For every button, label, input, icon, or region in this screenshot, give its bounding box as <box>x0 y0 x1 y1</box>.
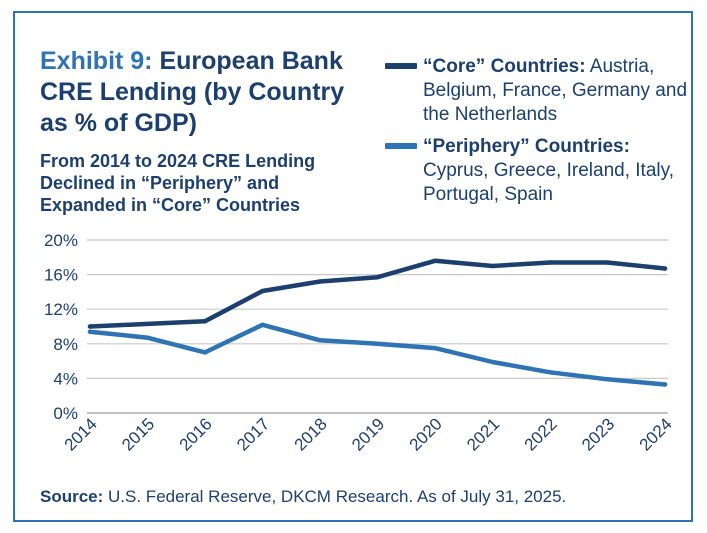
y-tick-label: 12% <box>44 300 78 319</box>
y-tick-label: 4% <box>53 369 78 388</box>
legend-label-core-rest: Austria, Belgium, France, Germany and th… <box>423 56 688 125</box>
data-point-periphery <box>260 322 265 327</box>
y-axis-ticks: 0% 4% 8% 12% 16% 20% <box>44 231 78 423</box>
data-point-periphery <box>375 341 380 346</box>
x-tick-label: 2024 <box>636 414 676 454</box>
data-point-core <box>145 321 150 327</box>
data-point-periphery <box>432 345 438 351</box>
legend-label-periphery-rest: Cyprus, Greece, Ireland, Italy, Portugal… <box>423 160 674 205</box>
chart-subtitle: From 2014 to 2024 CRE Lending Declined i… <box>40 151 316 215</box>
legend-swatch-periphery <box>385 143 417 149</box>
y-tick-label: 0% <box>53 404 78 423</box>
x-tick-label: 2017 <box>233 414 273 454</box>
legend-label-core-bold: “Core” Countries: <box>423 56 586 77</box>
data-point-periphery <box>605 377 610 382</box>
data-point-core <box>547 260 553 265</box>
x-tick-label: 2019 <box>348 414 388 454</box>
grid-lines <box>87 239 668 414</box>
data-point-core <box>317 279 323 284</box>
data-point-periphery <box>145 335 150 340</box>
data-point-core <box>662 266 668 271</box>
data-point-core <box>202 319 208 324</box>
data-point-periphery <box>662 382 668 387</box>
series-lines <box>87 258 668 387</box>
x-tick-label: 2015 <box>118 414 158 454</box>
exhibit-label: Exhibit 9: <box>40 47 153 75</box>
legend-label-periphery-bold: “Periphery” Countries: <box>423 136 630 157</box>
series-line-core <box>87 258 668 329</box>
x-tick-label: 2018 <box>291 414 331 454</box>
chart-title-text: European Bank CRE Lending (by Country as… <box>40 47 345 137</box>
data-point-core <box>375 274 380 280</box>
data-point-core <box>87 324 93 329</box>
chart-title: Exhibit 9: European Bank CRE Lending (by… <box>40 46 360 139</box>
data-point-core <box>260 288 265 294</box>
x-axis-ticks: 2014 2015 2016 2017 2018 2019 2020 2021 2022 2023… <box>61 414 676 454</box>
source-label: Source: <box>40 487 104 506</box>
data-point-periphery <box>317 338 323 343</box>
legend-swatch-core <box>385 63 417 69</box>
x-tick-label: 2023 <box>578 414 618 454</box>
x-tick-label: 2020 <box>406 414 446 454</box>
data-point-periphery <box>547 370 553 375</box>
y-tick-label: 16% <box>44 266 78 285</box>
data-point-periphery <box>87 329 93 334</box>
data-point-periphery <box>202 350 208 355</box>
x-tick-label: 2022 <box>521 414 561 454</box>
y-tick-label: 8% <box>53 335 78 354</box>
legend-label-periphery: “Periphery” Countries: Cyprus, Greece, I… <box>423 135 693 207</box>
series-line-periphery <box>87 322 668 387</box>
y-tick-label: 20% <box>44 231 78 250</box>
source-text: U.S. Federal Reserve, DKCM Research. As … <box>103 487 567 506</box>
data-point-core <box>605 260 610 265</box>
legend-label-core: “Core” Countries: Austria, Belgium, Fran… <box>423 55 693 127</box>
x-tick-label: 2021 <box>463 414 503 454</box>
source-note: Source: U.S. Federal Reserve, DKCM Resea… <box>40 486 680 508</box>
exhibit-frame <box>13 11 693 522</box>
data-point-core <box>432 258 438 263</box>
data-point-core <box>490 263 495 269</box>
x-tick-label: 2016 <box>176 414 216 454</box>
data-point-periphery <box>490 359 495 365</box>
